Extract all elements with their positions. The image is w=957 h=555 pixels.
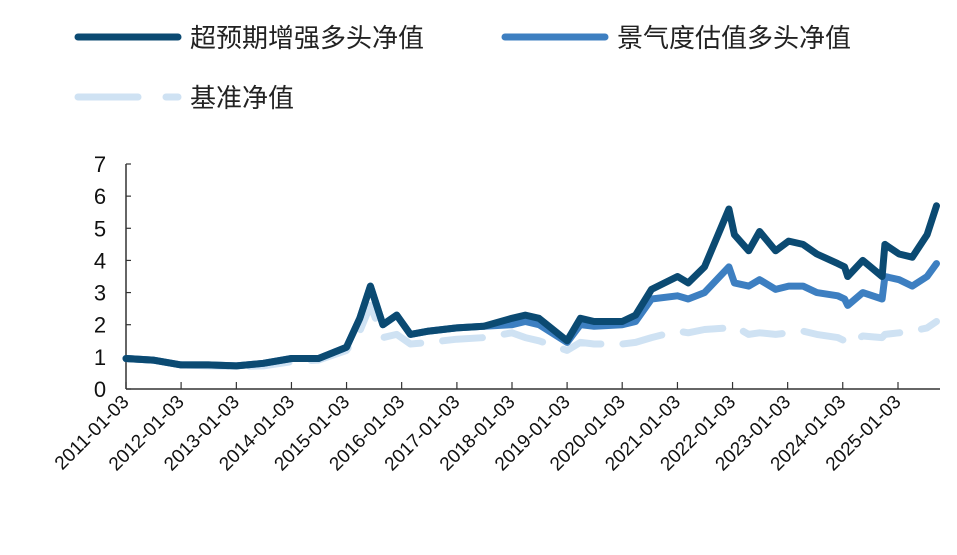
y-tick-label: 0 [94,377,106,402]
y-tick-label: 4 [94,248,106,273]
y-tick-label: 7 [94,152,106,177]
y-tick-label: 5 [94,216,106,241]
legend-label: 基准净值 [190,84,294,114]
series-lines [122,202,940,370]
legend-label: 超预期增强多头净值 [190,24,424,54]
axes: 012345672011-01-032012-01-032013-01-0320… [51,152,940,475]
y-tick-label: 6 [94,184,106,209]
series-line-0 [122,202,940,370]
legend-label: 景气度估值多头净值 [617,24,851,54]
y-tick-label: 3 [94,281,106,306]
y-tick-label: 1 [94,345,106,370]
y-tick-label: 2 [94,313,106,338]
